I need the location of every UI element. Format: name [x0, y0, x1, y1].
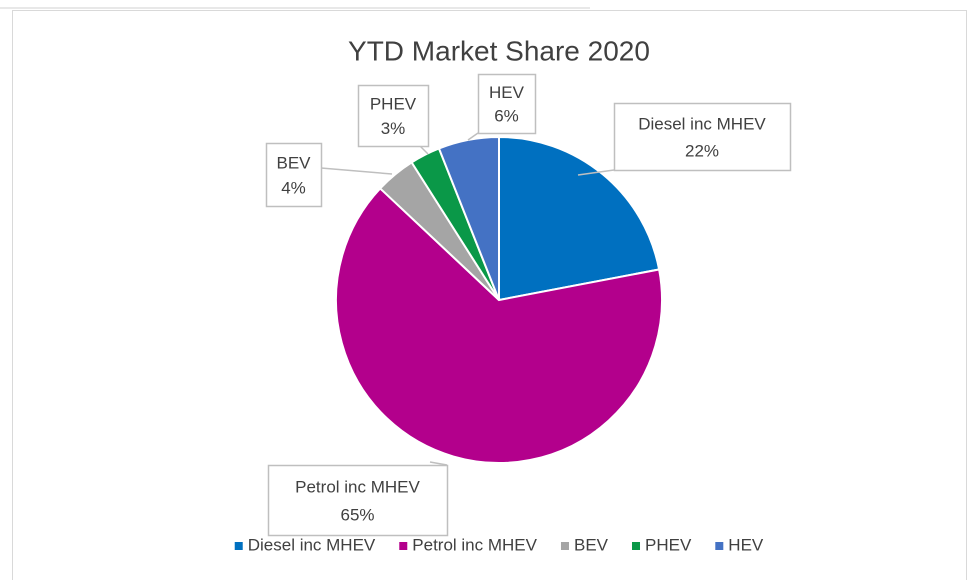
legend-swatch: [560, 542, 569, 550]
pie: [335, 135, 663, 464]
legend-item: Diesel inc MHEV: [234, 535, 376, 554]
legend-label: Petrol inc MHEV: [412, 535, 537, 554]
label-box: [357, 84, 430, 148]
label-category: Diesel inc MHEV: [638, 115, 766, 134]
legend-swatch: [715, 542, 724, 550]
label-value: 65%: [340, 506, 374, 525]
legend: Diesel inc MHEV Petrol inc MHEV BEV PHEV HEV: [234, 535, 764, 554]
leader-line: [320, 167, 393, 175]
pie-slice: [335, 187, 663, 464]
leader-line: [467, 132, 479, 141]
legend-label: HEV: [728, 535, 764, 554]
pie-slice: [498, 135, 661, 302]
label-value: 22%: [685, 141, 719, 160]
label-box: [267, 464, 449, 537]
chart-frame: [12, 10, 967, 580]
label-value: 3%: [381, 119, 406, 138]
label-value: 4%: [281, 178, 306, 197]
legend-swatch: [234, 542, 243, 550]
label-box: [613, 102, 792, 172]
label-category: HEV: [489, 83, 525, 102]
legend-item: BEV: [560, 535, 609, 554]
legend-label: PHEV: [645, 535, 692, 554]
label-category: BEV: [276, 153, 311, 172]
leader-line: [577, 169, 615, 176]
legend-label: Diesel inc MHEV: [248, 535, 376, 554]
data-labels: Diesel inc MHEV 22% Petrol inc MHEV 65% BEV 4…: [265, 73, 792, 537]
legend-label: BEV: [574, 535, 609, 554]
legend-item: HEV: [715, 535, 764, 554]
legend-swatch: [632, 542, 641, 550]
label-category: PHEV: [370, 95, 417, 114]
chart-title: YTD Market Share 2020: [348, 35, 650, 66]
legend-item: Petrol inc MHEV: [399, 535, 538, 554]
label-value: 6%: [494, 107, 519, 126]
label-category: Petrol inc MHEV: [295, 478, 420, 497]
legend-item: PHEV: [632, 535, 692, 554]
label-box: [477, 73, 537, 135]
label-box: [265, 142, 323, 208]
leader-line: [429, 461, 448, 466]
leader-line: [419, 145, 429, 155]
legend-swatch: [399, 542, 408, 550]
